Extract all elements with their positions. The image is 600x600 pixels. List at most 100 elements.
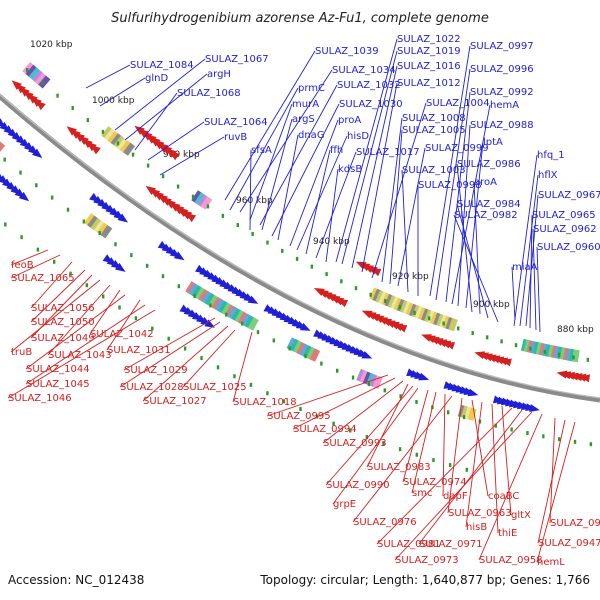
- scale-tick: [543, 349, 547, 354]
- callout-line: [325, 168, 339, 263]
- callout-line: [123, 317, 216, 371]
- category-swatch: [228, 306, 240, 320]
- scale-tick: [272, 338, 276, 343]
- forward-gene-label: proA: [338, 115, 361, 126]
- reverse-gene-label: SULAZ_1028: [120, 382, 184, 393]
- forward-gene-arrow: [18, 191, 30, 202]
- reverse-gene-label: SULAZ_1025: [183, 382, 247, 393]
- scale-tick: [485, 335, 489, 340]
- forward-gene-arrow: [247, 295, 259, 304]
- scale-tick: [131, 152, 135, 157]
- scale-tick: [82, 219, 86, 224]
- reverse-gene-arrow: [556, 370, 568, 379]
- scale-tick: [310, 264, 314, 269]
- scale-tick: [41, 80, 44, 85]
- kbp-tick-label: 980 kbp: [163, 150, 200, 160]
- kbp-tick-label: 940 kbp: [313, 237, 350, 247]
- category-swatch: [116, 138, 129, 152]
- reverse-gene-arrow: [370, 268, 382, 277]
- forward-gene-label: SULAZ_0996: [470, 64, 534, 75]
- reverse-gene-label: SULAZ_1043: [48, 350, 112, 361]
- reverse-gene-arrow: [396, 325, 408, 333]
- callout-line: [325, 385, 414, 486]
- reverse-gene-label: SULAZ_0973: [395, 555, 459, 566]
- reverse-gene-label: truB: [11, 347, 32, 358]
- reverse-gene-label: SULAZ_0946: [550, 518, 600, 529]
- scale-tick: [130, 253, 133, 258]
- callout-line: [114, 58, 206, 131]
- scale-tick: [151, 326, 154, 331]
- scale-tick: [557, 437, 561, 442]
- scale-tick: [56, 93, 59, 98]
- callout-line: [457, 124, 471, 307]
- kbp-tick-label: 880 kbp: [557, 325, 594, 335]
- category-swatch: [28, 67, 41, 81]
- scale-tick: [542, 434, 545, 439]
- scale-tick: [282, 399, 286, 404]
- scale-tick: [320, 361, 323, 366]
- scale-tick: [427, 316, 431, 321]
- reverse-gene-label: smc: [412, 488, 432, 499]
- scale-tick: [304, 354, 307, 359]
- forward-gene-arrow: [115, 262, 126, 272]
- forward-gene-label: SULAZ_0988: [470, 120, 534, 131]
- category-swatch: [113, 135, 126, 149]
- scale-tick: [206, 204, 210, 209]
- category-swatch: [87, 215, 100, 229]
- scale-tick: [448, 463, 452, 468]
- category-swatch: [90, 217, 103, 232]
- callout-line: [442, 393, 446, 497]
- accession-text: Accession: NC_012438: [8, 573, 145, 587]
- scale-tick: [384, 299, 387, 304]
- callout-line: [411, 391, 437, 494]
- forward-gene-label: murA: [292, 99, 319, 110]
- forward-gene-label: SULAZ_1005: [402, 125, 466, 136]
- scale-tick: [471, 331, 474, 336]
- scale-tick: [101, 129, 105, 134]
- scale-tick: [146, 163, 150, 168]
- scale-tick: [494, 423, 497, 428]
- callout-line: [511, 266, 516, 321]
- category-swatch: [204, 293, 217, 307]
- callout-line: [532, 228, 537, 331]
- callout-line: [25, 304, 146, 385]
- forward-gene-label: SULAZ_0999: [425, 143, 489, 154]
- scale-tick: [589, 442, 593, 447]
- scale-tick: [26, 68, 29, 73]
- scale-tick: [118, 305, 121, 310]
- forward-gene-arrow: [204, 319, 216, 328]
- category-swatch: [200, 196, 213, 210]
- callout-line: [519, 174, 539, 327]
- scale-tick: [191, 194, 195, 199]
- scale-tick: [529, 346, 532, 351]
- scale-tick: [382, 441, 385, 446]
- scale-tick: [288, 346, 291, 351]
- reverse-gene-label: SULAZ_0981: [377, 539, 441, 550]
- reverse-gene-label: SULAZ_0983: [367, 462, 431, 473]
- scale-tick: [281, 248, 284, 253]
- scale-tick: [177, 284, 181, 289]
- scale-tick: [367, 382, 371, 387]
- scale-tick: [3, 157, 6, 162]
- reverse-gene-label: SULAZ_1056: [31, 303, 95, 314]
- reverse-gene-arrow: [501, 358, 512, 367]
- scale-tick: [586, 357, 590, 362]
- category-swatch: [214, 298, 227, 313]
- forward-gene-label: argS: [292, 114, 315, 125]
- callout-line: [292, 377, 396, 430]
- category-swatch: [309, 348, 321, 362]
- scale-tick: [36, 247, 40, 252]
- callout-line: [471, 399, 489, 497]
- scale-tick: [145, 263, 149, 268]
- category-swatch: [195, 287, 207, 301]
- reverse-gene-label: SULAZ_1050: [31, 317, 95, 328]
- callout-line: [182, 329, 236, 388]
- scale-tick: [114, 242, 117, 247]
- scale-tick: [240, 321, 244, 326]
- scale-tick: [86, 118, 90, 123]
- reverse-gene-label: SULAZ_0958: [479, 555, 543, 566]
- forward-gene-label: SULAZ_1030: [339, 99, 403, 110]
- scale-tick: [4, 222, 7, 227]
- scale-tick: [557, 352, 561, 357]
- callout-line: [501, 405, 512, 516]
